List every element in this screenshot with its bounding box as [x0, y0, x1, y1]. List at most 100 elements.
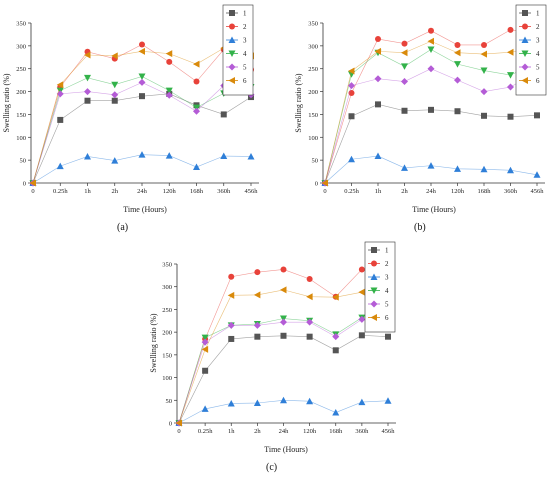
data-point-series-2 [375, 36, 381, 42]
data-point-series-1 [348, 113, 355, 120]
y-tick-label: 300 [162, 284, 172, 291]
legend-marker [370, 273, 378, 280]
data-point-series-6 [454, 49, 461, 57]
y-tick-label: 200 [308, 89, 318, 96]
data-point-series-2 [454, 41, 461, 48]
data-point-series-3 [384, 397, 392, 404]
legend-label: 5 [536, 64, 540, 72]
x-tick-label: 0.25h [53, 188, 68, 195]
data-point-series-5 [111, 91, 119, 99]
data-point-series-6 [427, 37, 434, 45]
y-tick-label: 150 [308, 112, 318, 119]
data-point-series-6 [374, 47, 381, 55]
data-point-series-1 [401, 107, 408, 114]
data-point-series-6 [401, 49, 408, 57]
data-point-series-3 [332, 409, 340, 416]
data-point-series-2 [428, 27, 434, 34]
data-point-series-5 [253, 321, 261, 329]
data-point-series-6 [201, 345, 209, 353]
data-point-series-1 [57, 116, 64, 123]
y-tick-label: 0 [315, 181, 318, 188]
y-axis-label: Swelling ratio (%) [2, 73, 11, 132]
legend-marker [228, 63, 236, 71]
series-line-1 [324, 104, 538, 184]
data-point-series-1 [254, 333, 261, 340]
data-point-series-4 [84, 74, 91, 82]
data-point-series-4 [111, 81, 119, 89]
data-point-series-2 [358, 266, 365, 273]
legend-marker [521, 36, 529, 43]
series-line-1 [32, 93, 252, 184]
data-point-series-1 [385, 333, 391, 340]
data-point-series-1 [139, 93, 145, 100]
legend-marker [370, 300, 378, 308]
legend-label: 6 [385, 314, 389, 322]
data-point-series-6 [84, 51, 91, 59]
legend-marker [229, 10, 235, 16]
data-point-series-4 [401, 63, 408, 70]
data-point-series-5 [193, 107, 200, 115]
x-tick-label: 0.25h [198, 428, 213, 435]
legend-label: 3 [243, 37, 247, 45]
data-point-series-6 [348, 67, 355, 75]
legend-marker [521, 63, 529, 71]
legend-box [364, 241, 396, 333]
x-tick-label: 120h [451, 188, 465, 195]
y-tick-label: 50 [20, 158, 27, 165]
x-tick-label: 456h [531, 188, 545, 195]
data-point-series-3 [348, 155, 355, 163]
legend-marker [522, 10, 528, 16]
data-point-series-5 [427, 65, 435, 73]
data-point-series-1 [306, 333, 313, 340]
legend-label: 4 [243, 50, 247, 58]
y-tick-label: 200 [162, 330, 172, 337]
data-point-series-3 [427, 162, 435, 169]
data-point-series-3 [374, 152, 382, 160]
data-point-series-1 [375, 101, 381, 108]
legend-label: 3 [536, 37, 540, 45]
x-tick-label: 168h [478, 188, 492, 195]
x-tick-label: 360h [217, 188, 231, 195]
data-point-series-3 [165, 152, 173, 159]
series-line-2 [32, 44, 252, 184]
data-point-series-1 [84, 97, 91, 104]
y-tick-label: 250 [308, 66, 318, 73]
y-tick-label: 50 [166, 398, 173, 405]
x-tick-label: 24h [137, 188, 148, 195]
data-point-series-3 [138, 151, 146, 158]
legend-marker [228, 36, 236, 43]
data-point-series-6 [56, 81, 64, 89]
data-point-series-1 [428, 106, 434, 113]
series-line-3 [32, 154, 252, 184]
data-point-series-1 [220, 111, 227, 118]
x-tick-label: 360h [355, 428, 369, 435]
data-point-series-1 [481, 112, 487, 119]
data-point-series-4 [138, 73, 146, 80]
data-point-series-4 [454, 61, 461, 68]
y-tick-label: 250 [162, 307, 172, 314]
panel-caption-b: (b) [414, 222, 426, 233]
legend-label: 1 [243, 10, 247, 18]
data-point-series-3 [358, 398, 366, 406]
series-line-6 [32, 47, 252, 184]
data-point-series-2 [280, 266, 287, 273]
data-point-series-6 [306, 293, 313, 301]
data-point-series-4 [480, 67, 488, 75]
legend-label: 1 [536, 10, 540, 18]
legend-label: 4 [385, 287, 389, 295]
x-tick-label: 168h [329, 428, 343, 435]
y-tick-label: 350 [308, 21, 318, 28]
x-axis-label: Time (Hours) [123, 205, 167, 214]
data-point-series-6 [175, 419, 182, 427]
data-point-series-1 [454, 108, 461, 115]
data-point-series-5 [348, 82, 355, 90]
data-point-series-6 [138, 47, 145, 55]
x-tick-label: 2h [254, 428, 261, 435]
legend-marker [522, 23, 528, 30]
data-point-series-2 [254, 269, 261, 276]
y-tick-label: 350 [16, 21, 26, 28]
data-point-series-2 [193, 78, 200, 85]
